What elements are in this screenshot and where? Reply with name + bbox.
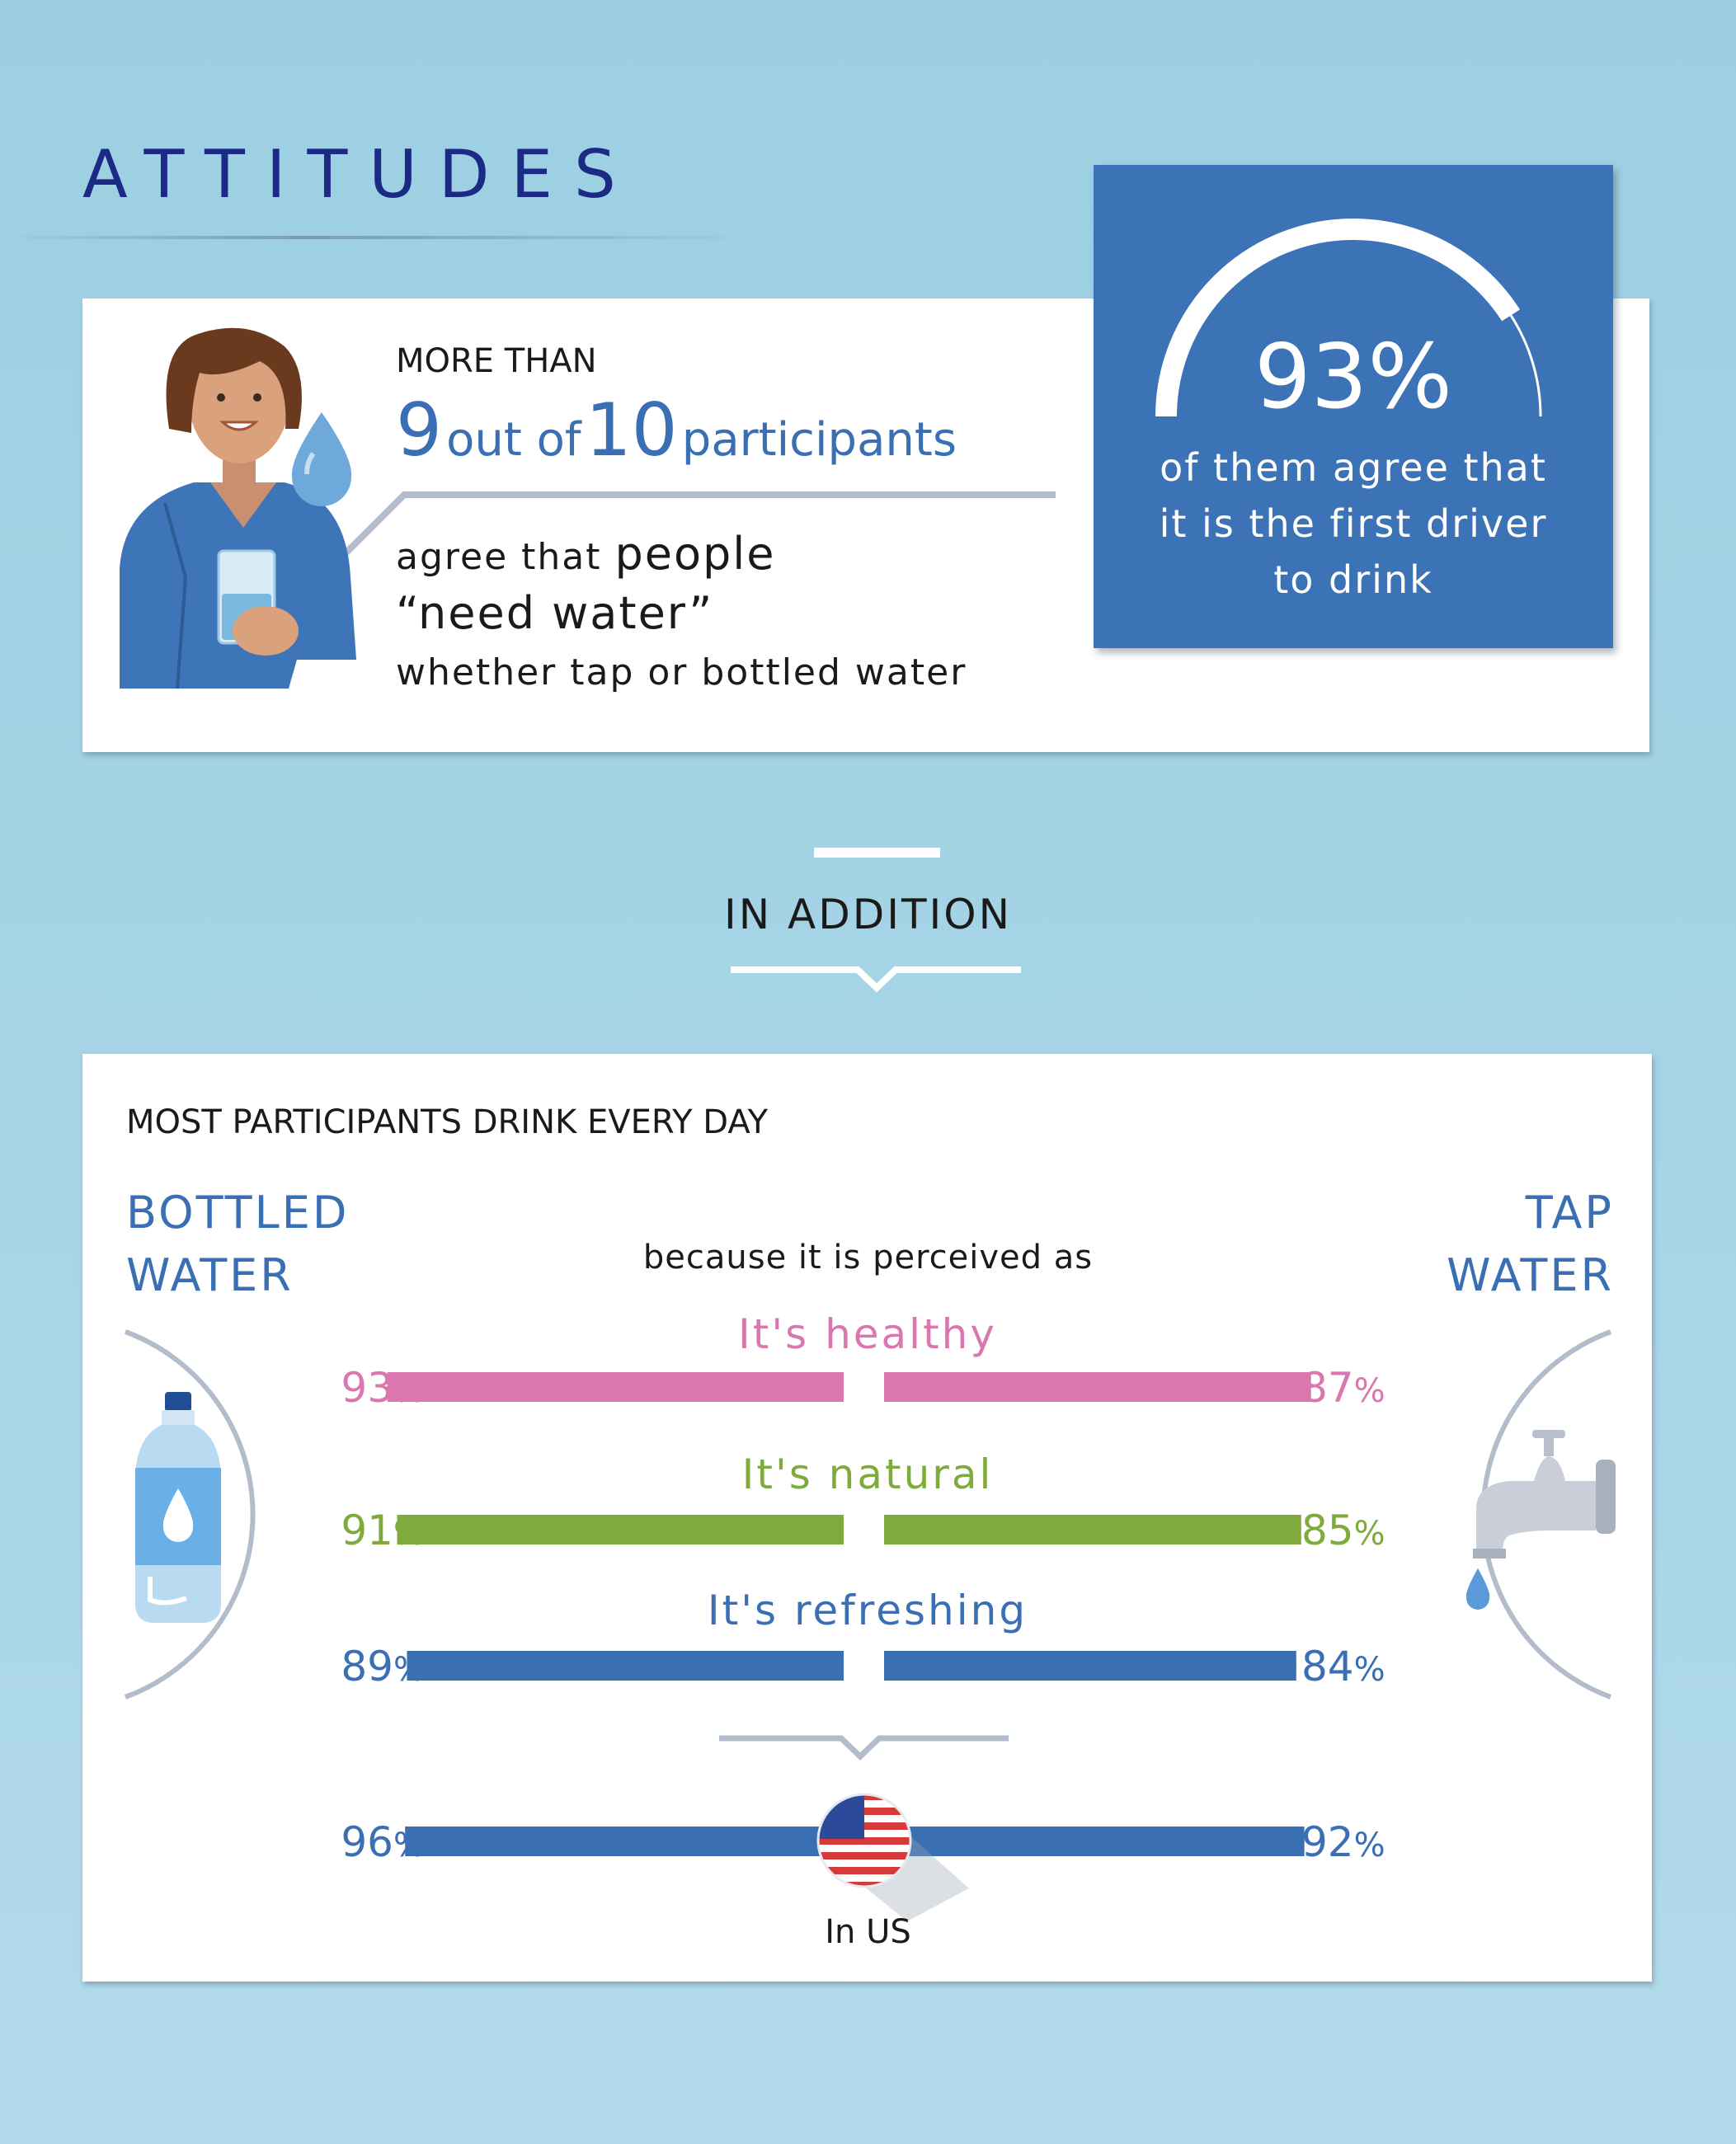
in-addition-label: IN ADDITION [723,891,1013,938]
water-drop-icon [291,412,352,506]
need-water-label: “need water” [396,587,714,639]
bottled-label-line-1: BOTTLED [126,1187,350,1239]
because-label: because it is perceived as [642,1239,1094,1277]
value-bottled-it-s-natural: 91% [341,1507,425,1554]
bar-bottled-it-s-refreshing [407,1651,844,1681]
value-bottled-it-s-refreshing: 89% [341,1643,425,1690]
participants-count: 9 [396,388,442,473]
tap-water-label: TAP WATER [1237,1182,1614,1307]
bar-bottled-in-us [405,1827,864,1856]
bar-tap-in-us [864,1827,1305,1856]
tap-label-line-2: WATER [1447,1249,1614,1301]
stat-gauge-layer [1155,219,1542,417]
agree-that-label: agree that [396,536,615,578]
divider-top-bar [814,848,940,858]
us-divider [719,1735,1009,1761]
title-underline [0,236,759,239]
bar-tap-it-s-refreshing [884,1651,1296,1681]
section-title: MOST PARTICIPANTS DRINK EVERY DAY [126,1103,769,1141]
value-tap-in-us: 92% [1301,1818,1386,1866]
tap-label-line-1: TAP [1525,1187,1614,1239]
gauge-arc [1155,219,1520,417]
stat-text-line-1: of them agree that [1160,445,1547,490]
value-bottled-in-us: 96% [341,1818,425,1866]
stat-text-line-3: to drink [1273,557,1433,602]
gauge-track [1509,314,1542,417]
value-tap-it-s-refreshing: 84% [1301,1643,1386,1690]
value-bottled-it-s-healthy: 93% [341,1364,425,1412]
in-addition-divider [731,848,1021,993]
bar-tap-it-s-natural [884,1515,1301,1545]
participants-total: 10 [585,388,678,473]
value-tap-it-s-healthy: 87% [1301,1364,1386,1412]
category-label-it-s-refreshing: It's refreshing [708,1587,1028,1634]
card1-illustration [120,327,1056,689]
whether-label: whether tap or bottled water [396,651,967,694]
category-label-it-s-natural: It's natural [742,1450,994,1498]
participants-label: participants [681,413,957,467]
stat-text-line-2: it is the first driver [1159,501,1548,546]
water-tap-icon [1465,1430,1616,1610]
more-than-label: MORE THAN [396,342,597,380]
bar-bottled-it-s-natural [397,1515,844,1545]
agree-line: agree that people [396,528,776,580]
participants-headline: 9 out of 10 participants [396,388,957,473]
callout-line [327,491,1056,571]
bar-tap-it-s-healthy [884,1372,1311,1402]
us-label: In US [825,1913,911,1951]
bottled-label-line-2: WATER [126,1249,294,1301]
stat-box [1094,165,1613,648]
stat-value: 93% [1254,326,1453,429]
bar-bottled-it-s-healthy [387,1372,844,1402]
people-label: people [614,528,776,580]
divider-chevron [731,966,1021,993]
page-title: ATTITUDES [82,136,637,213]
bottled-arc [124,1329,256,1700]
out-of-label: out of [446,413,581,467]
value-tap-it-s-natural: 85% [1301,1507,1386,1554]
category-label-it-s-healthy: It's healthy [738,1310,997,1358]
water-bottle-icon [135,1392,221,1623]
woman-with-glass-icon [120,327,356,689]
bottled-water-label: BOTTLED WATER [126,1182,349,1307]
us-flag-icon [816,1793,969,1921]
bars-layer: It's healthy 93% 87% It's natural 91% 85% It's… [341,1310,1385,1866]
